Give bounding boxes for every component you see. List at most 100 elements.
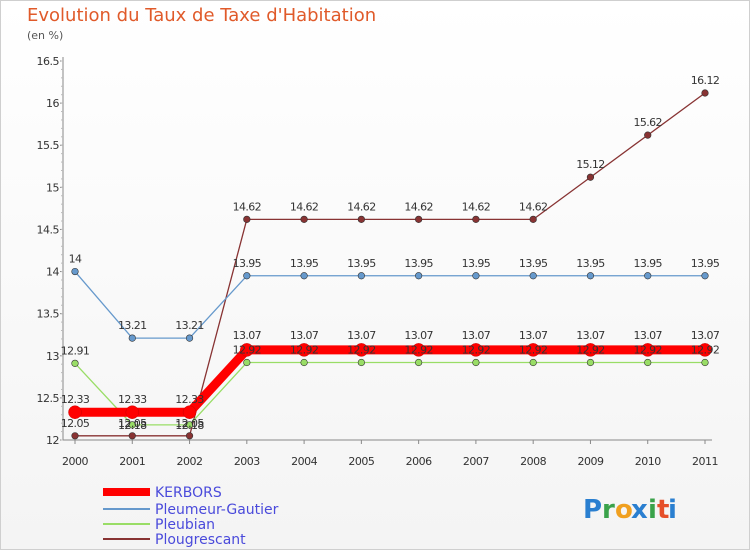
series-line-kerbors bbox=[75, 345, 705, 417]
data-point bbox=[300, 272, 308, 280]
data-label: 13.95 bbox=[519, 257, 548, 270]
data-label: 13.07 bbox=[576, 329, 605, 342]
logo-letter: i bbox=[648, 495, 657, 525]
series-line-pleumeur-gautier bbox=[74, 271, 705, 339]
data-label: 14.62 bbox=[347, 200, 376, 213]
data-label: 12.91 bbox=[61, 344, 90, 357]
data-point bbox=[472, 358, 480, 367]
y-tick-label: 14 bbox=[46, 266, 59, 279]
series-line-plougrescant bbox=[75, 92, 706, 437]
data-point bbox=[185, 432, 194, 440]
data-point bbox=[415, 272, 423, 280]
data-point bbox=[128, 334, 136, 342]
data-label: 13.95 bbox=[576, 257, 605, 270]
data-label: 13.07 bbox=[691, 329, 720, 342]
x-tick-label: 2006 bbox=[406, 455, 432, 468]
logo-letter: P bbox=[583, 495, 602, 525]
data-point bbox=[243, 215, 251, 223]
y-tick-label: 15 bbox=[46, 181, 59, 194]
data-point bbox=[698, 343, 712, 357]
series-line-pleubian bbox=[74, 361, 705, 426]
x-tick-label: 2011 bbox=[692, 455, 718, 468]
data-point bbox=[529, 215, 537, 223]
data-label: 13.95 bbox=[404, 257, 433, 270]
x-tick-label: 2005 bbox=[348, 455, 374, 468]
data-label: 13.95 bbox=[347, 257, 376, 270]
logo-letter: r bbox=[602, 495, 615, 525]
data-point bbox=[243, 358, 251, 367]
x-tick-label: 2007 bbox=[463, 455, 489, 468]
chart-title: Evolution du Taux de Taxe d'Habitation bbox=[27, 5, 377, 26]
data-label: 13.95 bbox=[691, 257, 720, 270]
logo-letter: x bbox=[631, 495, 648, 525]
data-label: 12.92 bbox=[404, 344, 433, 357]
data-point bbox=[583, 343, 598, 357]
data-label: 13.07 bbox=[347, 329, 376, 342]
data-point bbox=[357, 358, 365, 367]
data-point bbox=[640, 343, 655, 357]
x-tick-label: 2010 bbox=[635, 455, 661, 468]
data-label: 15.62 bbox=[633, 116, 662, 129]
data-label: 13.07 bbox=[233, 329, 262, 342]
data-label: 13.95 bbox=[290, 257, 319, 270]
data-label: 14.62 bbox=[290, 200, 319, 213]
data-point bbox=[415, 358, 423, 367]
y-tick-label: 16 bbox=[46, 97, 59, 110]
x-tick-label: 2003 bbox=[234, 455, 260, 468]
data-point bbox=[357, 272, 365, 280]
data-label: 12.05 bbox=[175, 417, 204, 430]
legend-label: Pleubian bbox=[155, 517, 215, 533]
data-point bbox=[354, 343, 369, 357]
legend-label: Plougrescant bbox=[155, 532, 246, 548]
y-tick-label: 14.5 bbox=[37, 223, 60, 236]
data-labels: 12.33 12.33 12.33 13.07 13.07 13.07 13.07 13.07… bbox=[61, 74, 721, 432]
data-point bbox=[240, 343, 254, 357]
data-point bbox=[411, 343, 426, 357]
x-tick-label: 2009 bbox=[577, 455, 603, 468]
chart-series bbox=[68, 89, 712, 440]
data-point bbox=[300, 215, 308, 223]
data-point bbox=[472, 272, 480, 280]
data-point bbox=[472, 215, 480, 223]
data-label: 12.92 bbox=[290, 344, 319, 357]
data-point bbox=[701, 272, 709, 280]
data-label: 12.05 bbox=[118, 417, 147, 430]
data-point bbox=[71, 359, 79, 367]
data-label: 13.07 bbox=[290, 329, 319, 342]
data-point bbox=[71, 267, 79, 276]
data-label: 16.12 bbox=[691, 74, 720, 87]
data-point bbox=[529, 272, 537, 280]
x-tick-label: 2001 bbox=[119, 455, 145, 468]
data-point bbox=[71, 432, 79, 440]
data-point bbox=[68, 405, 82, 419]
logo-letter: o bbox=[615, 495, 633, 525]
data-point bbox=[586, 173, 595, 181]
data-point bbox=[128, 421, 136, 429]
data-point bbox=[586, 272, 595, 280]
legend-label: KERBORS bbox=[155, 485, 222, 501]
data-point bbox=[182, 405, 197, 419]
chart-subtitle: (en %) bbox=[27, 29, 64, 42]
logo-letter: i bbox=[668, 495, 677, 525]
data-label: 14 bbox=[69, 253, 82, 266]
data-point bbox=[644, 131, 652, 139]
data-label: 12.92 bbox=[691, 344, 720, 357]
data-label: 13.21 bbox=[175, 319, 204, 332]
data-label: 13.07 bbox=[404, 329, 433, 342]
data-label: 12.18 bbox=[118, 419, 147, 432]
data-point bbox=[185, 421, 194, 429]
data-point bbox=[297, 343, 311, 357]
data-point bbox=[526, 343, 540, 357]
x-tick-label: 2002 bbox=[177, 455, 203, 468]
legend-label: Pleumeur-Gautier bbox=[155, 502, 279, 518]
y-tick-label: 16.5 bbox=[37, 55, 60, 68]
data-label: 14.62 bbox=[462, 200, 491, 213]
data-point bbox=[701, 358, 709, 367]
data-label: 13.07 bbox=[633, 329, 662, 342]
data-label: 13.21 bbox=[118, 319, 147, 332]
data-point bbox=[644, 358, 652, 367]
data-label: 13.95 bbox=[633, 257, 662, 270]
data-label: 13.95 bbox=[462, 257, 491, 270]
